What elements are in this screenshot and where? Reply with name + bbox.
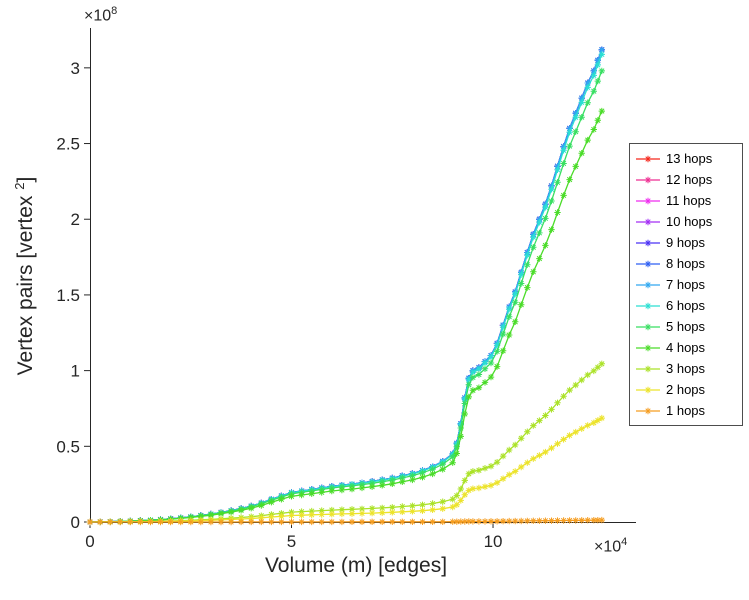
series-3-hops (86, 360, 605, 526)
y-axis-title-close: ] (14, 176, 37, 183)
y-tick-label: 3 (71, 59, 80, 78)
legend-marker-icon (636, 302, 660, 309)
legend-item-3-hops: 3 hops (630, 358, 742, 379)
legend-marker-icon (636, 260, 660, 267)
y-tick-label: 2.5 (56, 135, 80, 154)
series-markers-5-hops (86, 67, 605, 526)
series-line-2-hops (90, 417, 603, 523)
y-tick-label: 0.5 (56, 437, 80, 456)
legend-item-9-hops: 9 hops (630, 232, 742, 253)
x-tick-label: 5 (287, 532, 296, 551)
legend-label: 9 hops (666, 235, 706, 250)
legend-marker-icon (636, 365, 660, 372)
legend-box: 13 hops 12 hops 11 hops 10 hops 9 hops 8 hops… (629, 143, 743, 426)
legend-marker-icon (636, 218, 660, 225)
x-exponent-base: ×10 (594, 538, 622, 556)
legend-marker-icon (636, 197, 660, 204)
legend-marker-icon (636, 281, 660, 288)
legend-marker-icon (636, 407, 660, 414)
legend-item-5-hops: 5 hops (630, 316, 742, 337)
y-axis-ticks: 0 0.5 1 1.5 2 2.5 3 (56, 59, 90, 532)
series-line-3-hops (89, 363, 603, 523)
series-line-6-hops (89, 54, 603, 523)
legend-marker-icon (636, 155, 660, 162)
legend-item-13-hops: 13 hops (630, 148, 742, 169)
legend-marker-icon (636, 386, 660, 393)
x-tick-label: 10 (484, 532, 503, 551)
x-exponent-power: 4 (621, 536, 628, 548)
legend-label: 1 hops (666, 403, 706, 418)
series-markers-3-hops (86, 360, 605, 526)
legend-label: 2 hops (666, 382, 706, 397)
legend-item-2-hops: 2 hops (630, 379, 742, 400)
series-markers-1-hops (86, 516, 605, 526)
legend-marker-icon (636, 239, 660, 246)
x-tick-label: 0 (85, 532, 94, 551)
legend-label: 7 hops (666, 277, 706, 292)
legend-item-6-hops: 6 hops (630, 295, 742, 316)
legend-marker-icon (636, 344, 660, 351)
y-tick-label: 1.5 (56, 286, 80, 305)
y-tick-label: 0 (71, 513, 80, 532)
legend-label: 12 hops (666, 172, 713, 187)
y-tick-label: 2 (71, 210, 80, 229)
legend-item-11-hops: 11 hops (630, 190, 742, 211)
legend-label: 10 hops (666, 214, 713, 229)
series-1-hops (86, 516, 605, 526)
legend-label: 5 hops (666, 319, 706, 334)
legend-label: 8 hops (666, 256, 706, 271)
legend-label: 4 hops (666, 340, 706, 355)
y-axis-title: Vertex pairs [vertex 2] (12, 177, 38, 376)
legend-label: 3 hops (666, 361, 706, 376)
series-line-5-hops (89, 70, 603, 523)
legend-label: 6 hops (666, 298, 706, 313)
y-axis-title-main: Vertex pairs [vertex (14, 195, 37, 376)
series-line-4-hops (89, 110, 603, 523)
y-axis-exponent: ×108 (84, 5, 117, 25)
legend-item-8-hops: 8 hops (630, 253, 742, 274)
series-5-hops (86, 67, 605, 526)
legend-label: 11 hops (666, 193, 712, 208)
y-exponent-power: 8 (111, 5, 118, 17)
x-axis-ticks: 0 5 10 (85, 522, 502, 551)
legend-item-12-hops: 12 hops (630, 169, 742, 190)
y-exponent-base: ×10 (84, 7, 112, 25)
y-tick-label: 1 (71, 362, 80, 381)
x-axis-title: Volume (m) [edges] (264, 554, 448, 577)
legend-item-4-hops: 4 hops (630, 337, 742, 358)
legend-label: 13 hops (666, 151, 713, 166)
legend-item-1-hops: 1 hops (630, 400, 742, 421)
legend-marker-icon (636, 176, 660, 183)
legend-item-7-hops: 7 hops (630, 274, 742, 295)
x-axis-exponent: ×104 (594, 536, 627, 556)
legend-item-10-hops: 10 hops (630, 211, 742, 232)
legend-marker-icon (636, 323, 660, 330)
y-axis-title-sup: 2 (12, 182, 27, 190)
